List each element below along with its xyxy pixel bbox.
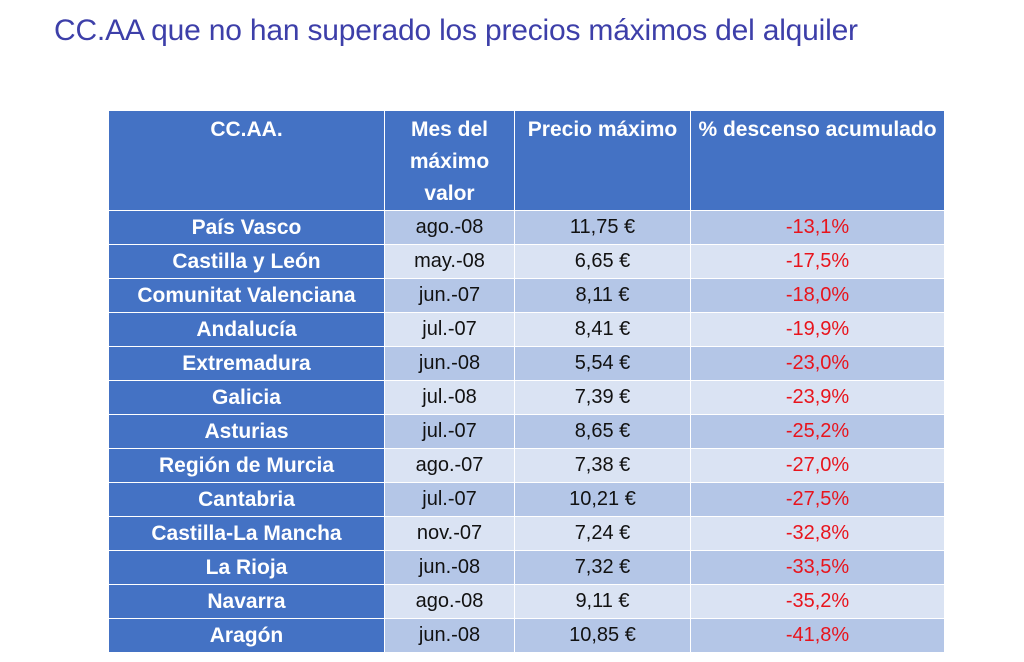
month-cell: jul.-08 [384, 380, 515, 415]
header-region: CC.AA. [108, 110, 385, 211]
table-row: Comunitat Valenciana jun.-07 8,11 € -18,… [108, 278, 945, 313]
price-cell: 11,75 € [514, 210, 691, 245]
price-cell: 8,65 € [514, 414, 691, 449]
month-cell: jul.-07 [384, 414, 515, 449]
decline-cell: -27,0% [690, 448, 945, 483]
month-cell: jun.-08 [384, 618, 515, 653]
price-cell: 8,41 € [514, 312, 691, 347]
price-cell: 7,24 € [514, 516, 691, 551]
month-cell: ago.-08 [384, 210, 515, 245]
price-cell: 8,11 € [514, 278, 691, 313]
header-price: Precio máximo [514, 110, 691, 211]
price-cell: 5,54 € [514, 346, 691, 381]
decline-cell: -35,2% [690, 584, 945, 619]
price-cell: 9,11 € [514, 584, 691, 619]
price-cell: 7,32 € [514, 550, 691, 585]
region-cell: Región de Murcia [108, 448, 385, 483]
table-header-row: CC.AA. Mes del máximo valor Precio máxim… [108, 110, 945, 211]
decline-cell: -41,8% [690, 618, 945, 653]
region-cell: Aragón [108, 618, 385, 653]
price-cell: 7,38 € [514, 448, 691, 483]
month-cell: jun.-08 [384, 346, 515, 381]
table-row: País Vasco ago.-08 11,75 € -13,1% [108, 210, 945, 245]
region-cell: Andalucía [108, 312, 385, 347]
month-cell: jun.-08 [384, 550, 515, 585]
region-cell: Castilla-La Mancha [108, 516, 385, 551]
price-cell: 7,39 € [514, 380, 691, 415]
decline-cell: -23,0% [690, 346, 945, 381]
table-row: Asturias jul.-07 8,65 € -25,2% [108, 414, 945, 449]
decline-cell: -13,1% [690, 210, 945, 245]
region-cell: Castilla y León [108, 244, 385, 279]
table-row: Castilla y León may.-08 6,65 € -17,5% [108, 244, 945, 279]
month-cell: jul.-07 [384, 482, 515, 517]
month-cell: jul.-07 [384, 312, 515, 347]
decline-cell: -19,9% [690, 312, 945, 347]
table-row: Extremadura jun.-08 5,54 € -23,0% [108, 346, 945, 381]
header-month: Mes del máximo valor [384, 110, 515, 211]
table-row: Castilla-La Mancha nov.-07 7,24 € -32,8% [108, 516, 945, 551]
decline-cell: -17,5% [690, 244, 945, 279]
price-cell: 6,65 € [514, 244, 691, 279]
rent-max-price-table: CC.AA. Mes del máximo valor Precio máxim… [108, 110, 945, 653]
region-cell: La Rioja [108, 550, 385, 585]
month-cell: ago.-07 [384, 448, 515, 483]
table-row: Aragón jun.-08 10,85 € -41,8% [108, 618, 945, 653]
table-row: Región de Murcia ago.-07 7,38 € -27,0% [108, 448, 945, 483]
region-cell: Comunitat Valenciana [108, 278, 385, 313]
decline-cell: -25,2% [690, 414, 945, 449]
table-row: Andalucía jul.-07 8,41 € -19,9% [108, 312, 945, 347]
table-row: Cantabria jul.-07 10,21 € -27,5% [108, 482, 945, 517]
region-cell: Galicia [108, 380, 385, 415]
decline-cell: -18,0% [690, 278, 945, 313]
region-cell: Asturias [108, 414, 385, 449]
price-cell: 10,85 € [514, 618, 691, 653]
price-cell: 10,21 € [514, 482, 691, 517]
table-row: Galicia jul.-08 7,39 € -23,9% [108, 380, 945, 415]
table-row: Navarra ago.-08 9,11 € -35,2% [108, 584, 945, 619]
decline-cell: -27,5% [690, 482, 945, 517]
region-cell: País Vasco [108, 210, 385, 245]
region-cell: Extremadura [108, 346, 385, 381]
header-decline: % descenso acumulado [690, 110, 945, 211]
month-cell: jun.-07 [384, 278, 515, 313]
decline-cell: -23,9% [690, 380, 945, 415]
month-cell: ago.-08 [384, 584, 515, 619]
month-cell: may.-08 [384, 244, 515, 279]
region-cell: Cantabria [108, 482, 385, 517]
region-cell: Navarra [108, 584, 385, 619]
page-title: CC.AA que no han superado los precios má… [54, 14, 858, 47]
decline-cell: -33,5% [690, 550, 945, 585]
table-row: La Rioja jun.-08 7,32 € -33,5% [108, 550, 945, 585]
month-cell: nov.-07 [384, 516, 515, 551]
decline-cell: -32,8% [690, 516, 945, 551]
